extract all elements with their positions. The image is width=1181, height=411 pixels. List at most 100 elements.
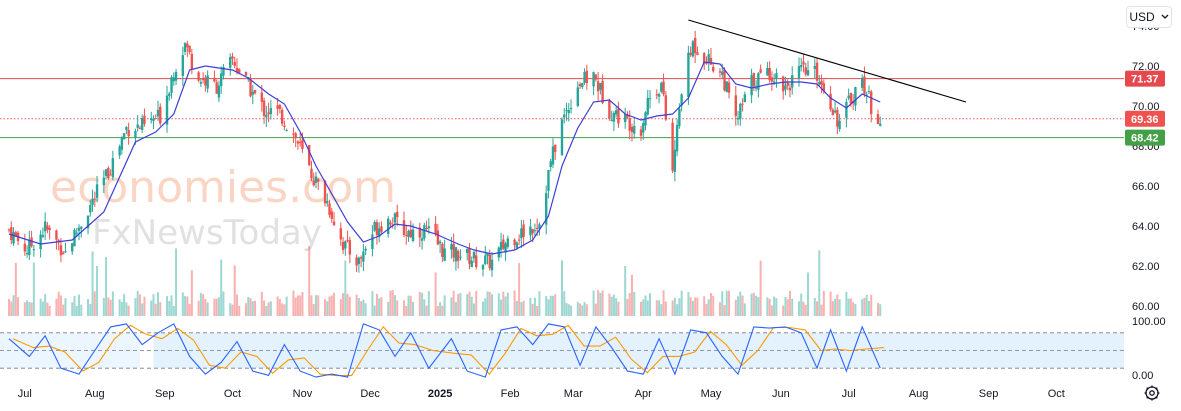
candle-body[interactable] <box>262 100 266 116</box>
candle-body[interactable] <box>723 69 726 91</box>
candle-body[interactable] <box>346 239 349 241</box>
candle-body[interactable] <box>770 77 774 82</box>
candle-body[interactable] <box>754 87 758 89</box>
candle-body[interactable] <box>660 82 663 92</box>
candle-body[interactable] <box>867 91 871 93</box>
candle-body[interactable] <box>578 84 582 87</box>
candle-body[interactable] <box>680 94 683 106</box>
candle-body[interactable] <box>389 222 392 225</box>
candle-body[interactable] <box>736 117 740 120</box>
candle-body[interactable] <box>107 167 110 179</box>
candle-body[interactable] <box>425 227 428 229</box>
candle-body[interactable] <box>538 224 541 229</box>
candle-body[interactable] <box>118 146 121 156</box>
candle-body[interactable] <box>657 94 661 97</box>
candle-body[interactable] <box>296 141 300 144</box>
candle-body[interactable] <box>371 234 374 250</box>
candle-body[interactable] <box>434 223 437 234</box>
candle-body[interactable] <box>617 108 620 124</box>
candle-body[interactable] <box>217 85 221 98</box>
candle-body[interactable] <box>301 139 304 149</box>
candle-body[interactable] <box>441 243 444 257</box>
candle-body[interactable] <box>222 67 225 76</box>
candle-body[interactable] <box>743 94 747 103</box>
candle-body[interactable] <box>655 94 658 96</box>
candle-body[interactable] <box>705 62 708 64</box>
candle-body[interactable] <box>876 114 880 124</box>
candle-body[interactable] <box>633 126 636 134</box>
candle-body[interactable] <box>393 213 397 223</box>
candle-body[interactable] <box>89 205 92 213</box>
candle-body[interactable] <box>150 117 153 121</box>
candle-body[interactable] <box>25 253 29 255</box>
candle-body[interactable] <box>833 110 837 113</box>
candle-body[interactable] <box>41 234 45 237</box>
candle-body[interactable] <box>569 108 573 110</box>
candle-body[interactable] <box>646 97 649 115</box>
candle-body[interactable] <box>355 257 358 266</box>
candle-body[interactable] <box>154 118 157 120</box>
candle-body[interactable] <box>102 177 106 186</box>
candle-body[interactable] <box>43 221 47 232</box>
candle-body[interactable] <box>183 42 187 52</box>
candle-body[interactable] <box>269 108 273 115</box>
candle-body[interactable] <box>596 81 600 92</box>
candle-body[interactable] <box>791 75 794 88</box>
candle-body[interactable] <box>206 75 209 89</box>
candle-body[interactable] <box>551 146 555 165</box>
candle-body[interactable] <box>170 77 173 93</box>
x-axis[interactable]: Jul Aug Sep Oct Nov Dec 2025 Feb Mar Apr May Jun Jul… <box>18 388 1065 400</box>
candle-body[interactable] <box>766 67 769 76</box>
candle-body[interactable] <box>592 72 595 87</box>
candle-body[interactable] <box>752 73 756 87</box>
candle-body[interactable] <box>39 234 42 250</box>
candle-body[interactable] <box>486 252 489 256</box>
candle-body[interactable] <box>312 180 315 186</box>
candle-body[interactable] <box>326 201 329 204</box>
candle-body[interactable] <box>330 211 333 219</box>
candle-body[interactable] <box>502 239 505 249</box>
candle-body[interactable] <box>402 220 406 235</box>
candle-body[interactable] <box>328 203 331 215</box>
candle-body[interactable] <box>95 184 99 198</box>
candle-body[interactable] <box>249 78 252 97</box>
candle-body[interactable] <box>46 225 49 230</box>
candle-body[interactable] <box>436 230 440 245</box>
candle-body[interactable] <box>125 127 128 131</box>
candle-body[interactable] <box>120 137 124 150</box>
candle-body[interactable] <box>136 124 139 128</box>
candle-body[interactable] <box>59 245 63 256</box>
candle-body[interactable] <box>854 87 857 106</box>
candle-body[interactable] <box>186 43 189 48</box>
candle-body[interactable] <box>623 113 627 123</box>
candle-body[interactable] <box>517 239 521 241</box>
candle-body[interactable] <box>298 141 302 144</box>
candle-body[interactable] <box>739 103 742 119</box>
candle-body[interactable] <box>671 122 674 171</box>
candle-body[interactable] <box>427 226 431 229</box>
candle-body[interactable] <box>168 93 171 96</box>
candle-body[interactable] <box>405 234 408 236</box>
candle-body[interactable] <box>583 71 586 83</box>
candle-body[interactable] <box>614 110 618 115</box>
candle-body[interactable] <box>23 243 27 252</box>
candle-body[interactable] <box>806 70 810 76</box>
candle-body[interactable] <box>675 125 679 152</box>
candle-body[interactable] <box>504 243 507 253</box>
candle-body[interactable] <box>513 239 516 246</box>
candle-body[interactable] <box>373 222 376 231</box>
candle-body[interactable] <box>332 221 336 226</box>
candle-body[interactable] <box>244 71 248 76</box>
candle-body[interactable] <box>554 144 557 152</box>
candle-body[interactable] <box>664 95 668 120</box>
candle-body[interactable] <box>418 227 422 238</box>
candle-body[interactable] <box>838 120 841 130</box>
candle-body[interactable] <box>547 170 550 191</box>
candle-body[interactable] <box>594 74 598 80</box>
candle-body[interactable] <box>529 226 532 236</box>
candle-body[interactable] <box>454 247 458 262</box>
candle-body[interactable] <box>459 256 462 258</box>
candle-body[interactable] <box>314 176 318 183</box>
candle-body[interactable] <box>61 252 65 255</box>
candle-body[interactable] <box>127 130 130 137</box>
